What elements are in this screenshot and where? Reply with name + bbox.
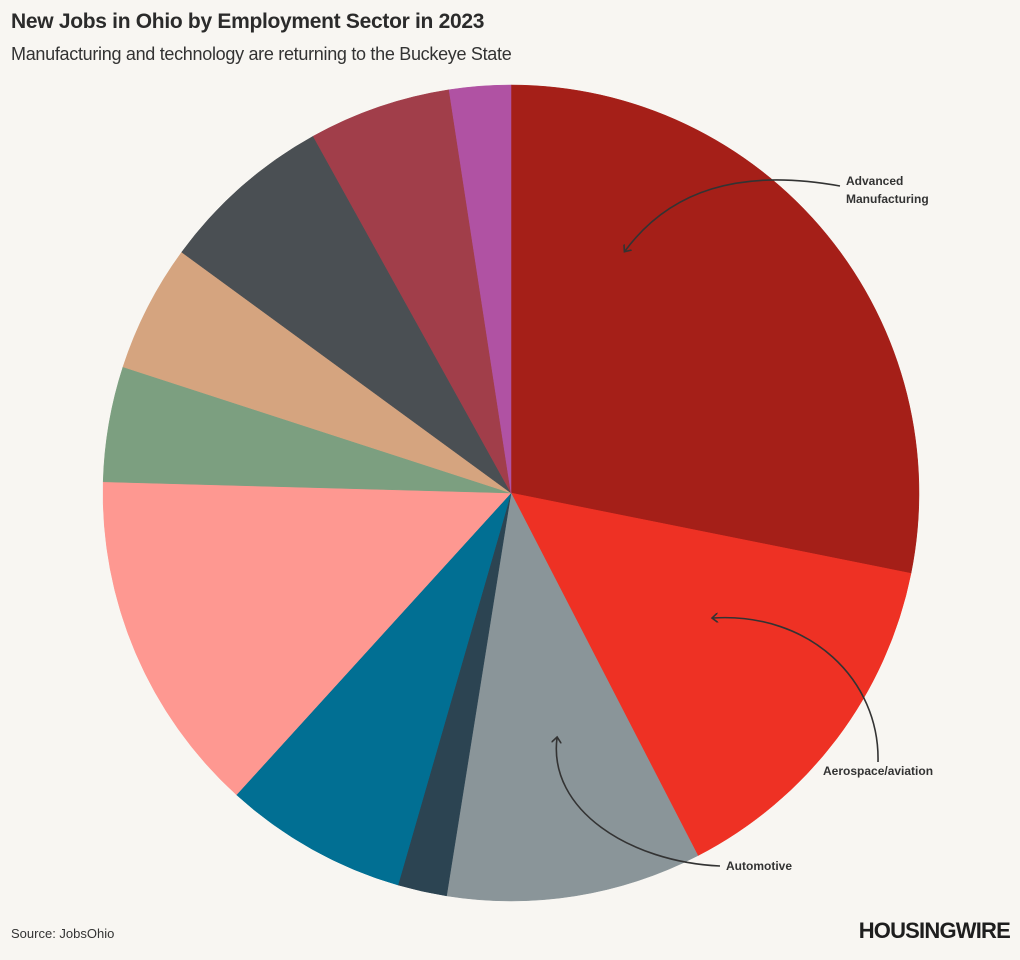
pie-slice-sector-11	[448, 84, 512, 494]
callout-line: Advanced	[846, 174, 903, 188]
chart-title: New Jobs in Ohio by Employment Sector in…	[11, 10, 485, 33]
pie-slice-advanced-manufacturing	[510, 84, 920, 574]
callout-line: Aerospace/aviation	[823, 764, 933, 778]
pie-slice-sector-9	[181, 135, 512, 494]
source-note: Source: JobsOhio	[11, 926, 115, 941]
callout-label-automotive: Automotive	[726, 859, 792, 873]
callout-arrow-automotive	[556, 738, 721, 867]
pie-slices	[102, 84, 920, 902]
housingwire-logo: HOUSINGWIRE	[858, 918, 1011, 943]
callout-line: Manufacturing	[846, 192, 929, 206]
pie-slice-sector-5	[236, 492, 512, 886]
pie-slice-sector-10	[312, 89, 512, 494]
pie-callouts: Advanced Manufacturing Aerospace/aviatio…	[556, 174, 933, 873]
pie-slice-aerospace-aviation	[510, 492, 912, 857]
callout-arrow-advanced-manufacturing	[625, 179, 841, 251]
pie-chart: Advanced Manufacturing Aerospace/aviatio…	[102, 84, 933, 902]
pie-slice-automotive	[446, 492, 699, 902]
callout-label-advanced-manufacturing: Advanced Manufacturing	[846, 174, 929, 206]
callout-label-aerospace: Aerospace/aviation	[823, 764, 933, 778]
chart-subtitle: Manufacturing and technology are returni…	[11, 44, 512, 64]
callout-line: Automotive	[726, 859, 792, 873]
callout-arrow-aerospace	[713, 618, 879, 763]
pie-slice-sector-6	[102, 481, 512, 796]
